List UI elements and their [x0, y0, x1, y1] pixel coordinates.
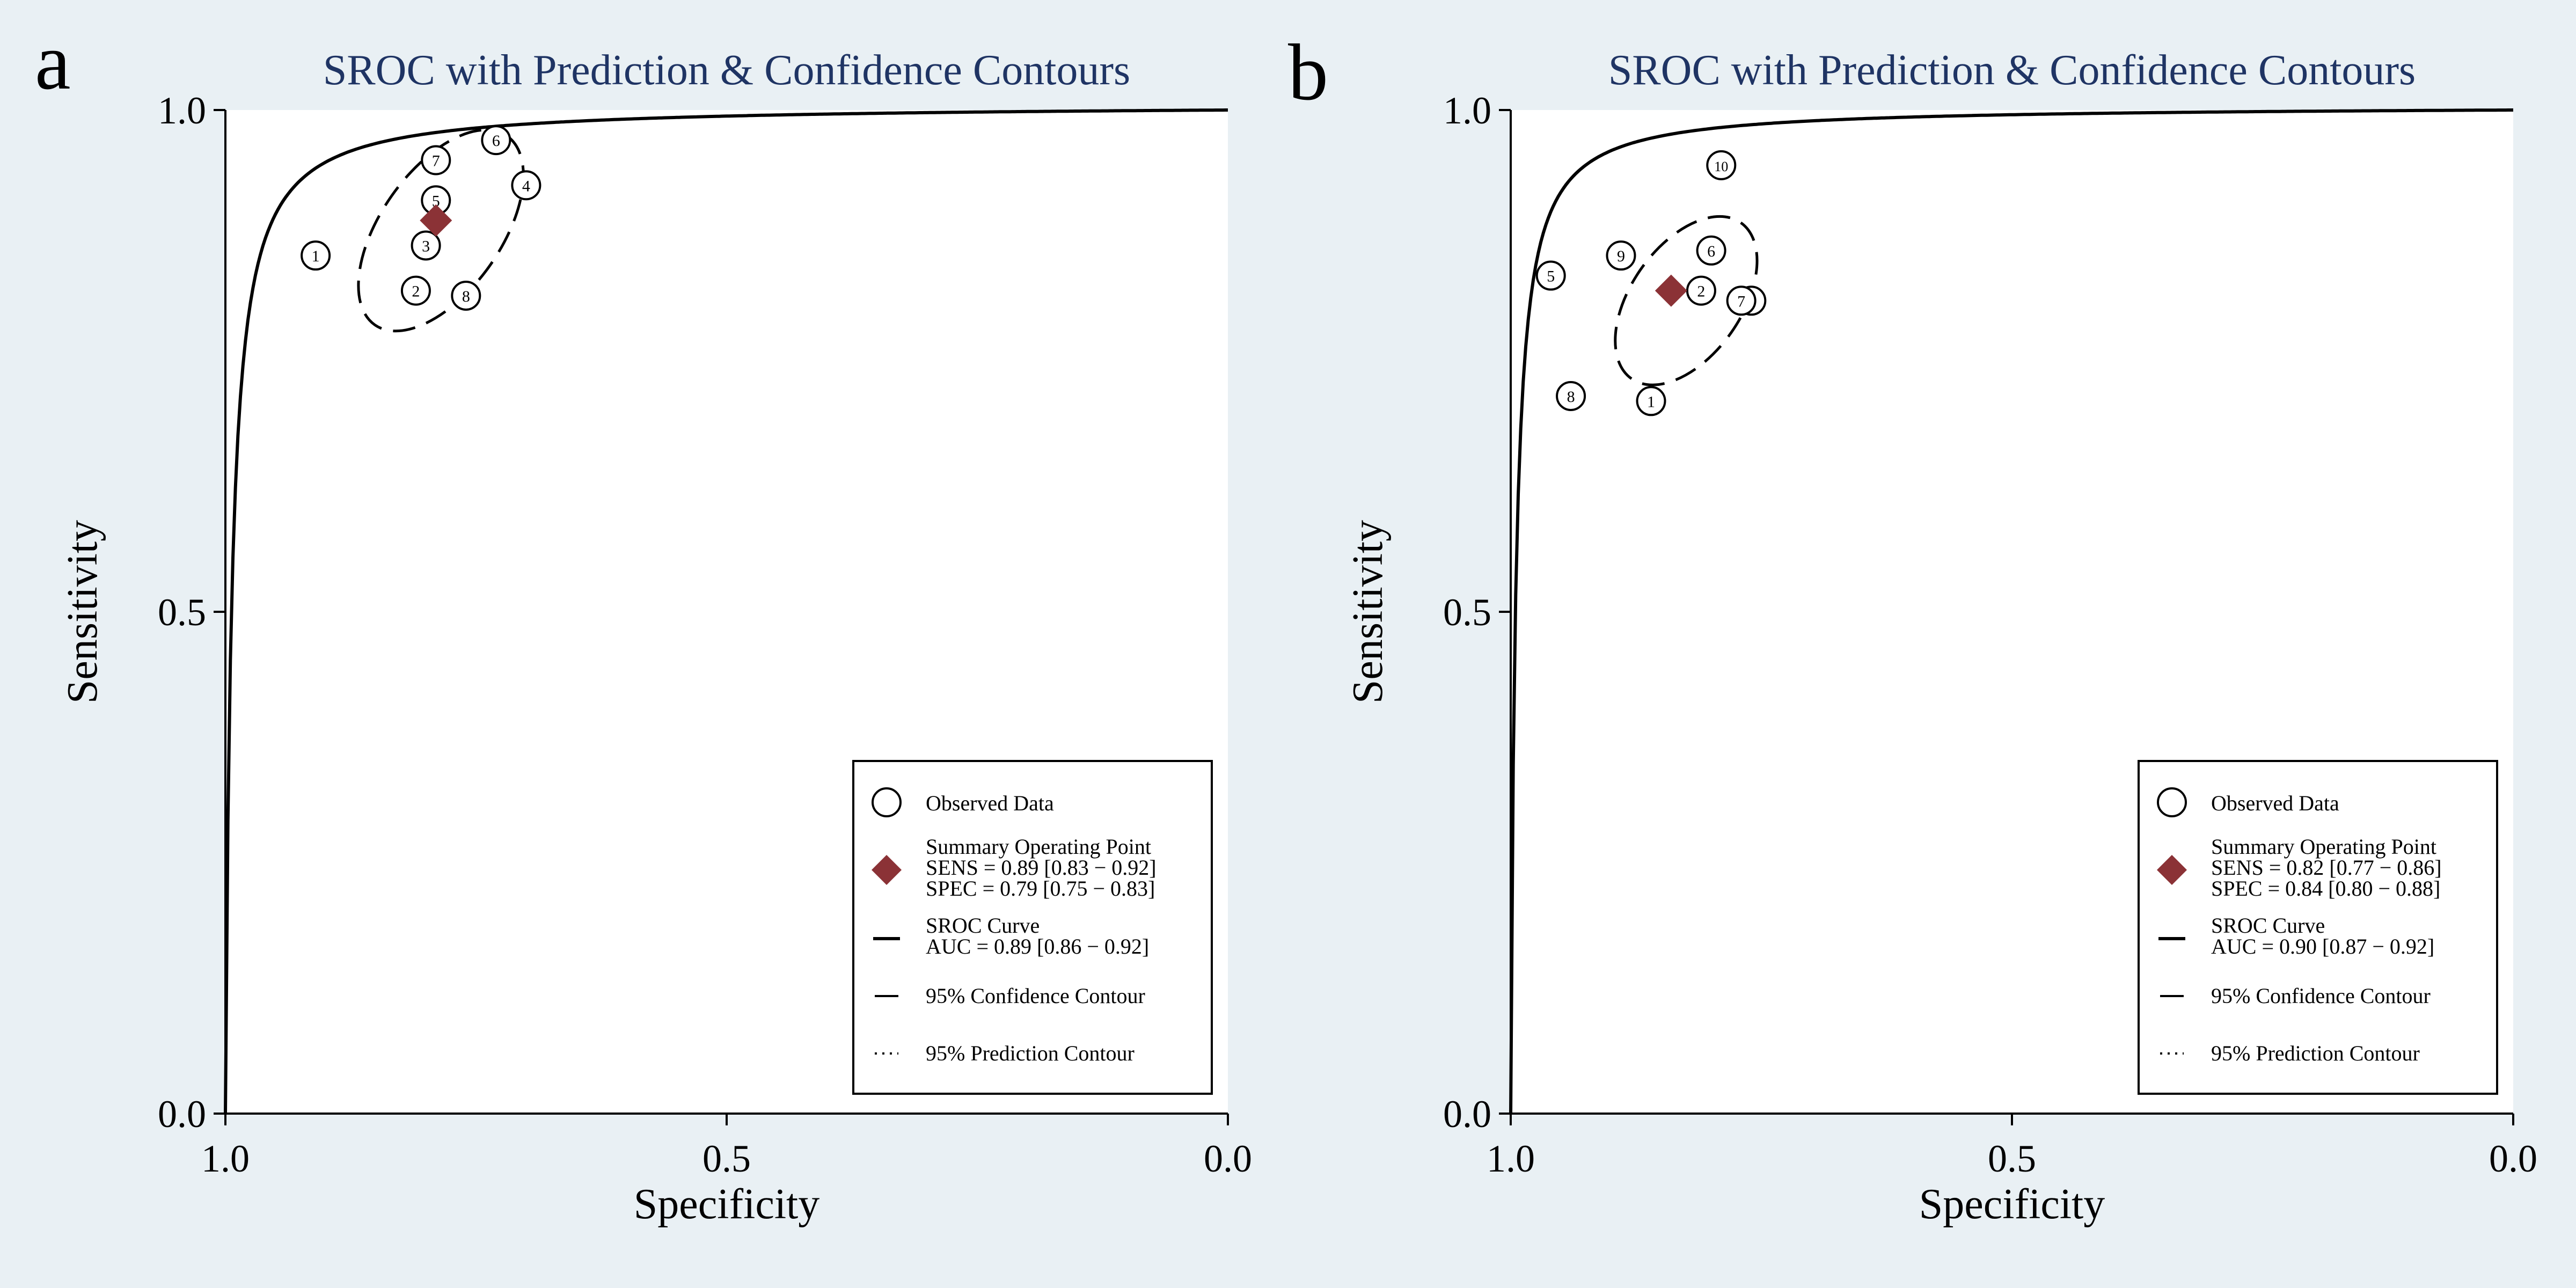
- legend: Observed Data Summary Operating PointSENS…: [2138, 760, 2498, 1095]
- legend-observed-symbol: [872, 787, 902, 817]
- study-point: [421, 145, 451, 175]
- y-tick-label: 0.0: [158, 1093, 206, 1136]
- study-label: 5: [432, 192, 440, 210]
- study-label: 7: [1737, 292, 1745, 310]
- panel-b: b SROC with Prediction & Confidence Conto…: [1288, 28, 2537, 1228]
- study-label: 2: [1697, 283, 1705, 301]
- study-label: 9: [1617, 247, 1625, 265]
- legend-pred-label: 95% Prediction Contour: [926, 1041, 1135, 1065]
- legend-observed-symbol: [2157, 787, 2187, 817]
- y-axis-label: Sensitivity: [1344, 520, 1392, 704]
- study-point: [411, 230, 441, 261]
- sroc-curve: [224, 108, 1228, 1114]
- y-axis-label: Sensitivity: [59, 520, 106, 704]
- legend-sens: SENS = 0.89 [0.83 − 0.92]: [926, 855, 1157, 880]
- y-tick-label: 1.0: [158, 89, 206, 132]
- legend-observed-label: Observed Data: [2211, 791, 2339, 815]
- x-axis-label: Specificity: [1919, 1181, 2105, 1228]
- legend-pred-label: 95% Prediction Contour: [2211, 1041, 2420, 1065]
- x-tick-label: 0.5: [702, 1137, 751, 1180]
- study-label: 5: [1547, 268, 1555, 286]
- study-label: 2: [412, 283, 420, 301]
- study-label: 1: [312, 247, 320, 265]
- study-point: [1535, 260, 1566, 291]
- study-label: 3: [422, 237, 430, 255]
- study-point: [1706, 150, 1737, 180]
- study-label: 1: [1647, 393, 1655, 411]
- legend-box: [2138, 760, 2498, 1095]
- study-point: [1686, 275, 1716, 306]
- legend-summary-symbol: [2157, 855, 2187, 885]
- study-point: [1636, 386, 1666, 416]
- x-tick-label: 0.0: [2489, 1137, 2537, 1180]
- legend-summary-title: Summary Operating Point: [2211, 835, 2436, 859]
- study-point: [451, 280, 481, 311]
- sroc-curve: [1509, 108, 2513, 1114]
- legend-summary-symbol: [872, 855, 902, 885]
- study-label: 4: [522, 177, 530, 195]
- legend-observed-label: Observed Data: [926, 791, 1054, 815]
- study-point: [400, 275, 431, 306]
- study-point: [301, 240, 331, 271]
- legend-auc: AUC = 0.90 [0.87 − 0.92]: [2211, 934, 2434, 958]
- study-point: [481, 125, 511, 156]
- y-tick-label: 1.0: [1443, 89, 1491, 132]
- study-point: [1556, 380, 1586, 411]
- legend-auc: AUC = 0.89 [0.86 − 0.92]: [926, 934, 1149, 958]
- study-point: [511, 170, 541, 201]
- study-label: 6: [1707, 243, 1715, 260]
- study-label: 6: [492, 132, 500, 150]
- legend-conf-label: 95% Confidence Contour: [2211, 984, 2431, 1008]
- x-axis-label: Specificity: [634, 1181, 820, 1228]
- y-tick-label: 0.5: [1443, 591, 1491, 634]
- legend-spec: SPEC = 0.79 [0.75 − 0.83]: [926, 876, 1155, 901]
- legend-box: [852, 760, 1213, 1095]
- panel-letter: a: [35, 17, 71, 106]
- study-label: 10: [1714, 159, 1728, 174]
- legend: Observed Data Summary Operating PointSENS…: [852, 760, 1213, 1095]
- y-tick-label: 0.5: [158, 591, 206, 634]
- confidence-contour: [1614, 215, 1759, 386]
- chart-title: SROC with Prediction & Confidence Contou…: [1608, 47, 2416, 94]
- x-tick-label: 1.0: [1487, 1137, 1535, 1180]
- legend-sroc-title: SROC Curve: [2211, 913, 2325, 938]
- y-tick-label: 0.0: [1443, 1093, 1491, 1136]
- study-point: [1696, 235, 1726, 266]
- panel-letter: b: [1288, 28, 1328, 117]
- summary-point: [420, 204, 452, 237]
- chart-title: SROC with Prediction & Confidence Contou…: [323, 47, 1130, 94]
- legend-sroc-title: SROC Curve: [926, 913, 1040, 938]
- study-label: 8: [1567, 388, 1575, 406]
- legend-sens: SENS = 0.82 [0.77 − 0.86]: [2211, 855, 2442, 880]
- panel-a: a SROC with Prediction & Confidence Conto…: [35, 17, 1252, 1228]
- legend-spec: SPEC = 0.84 [0.80 − 0.88]: [2211, 876, 2440, 901]
- study-label: 7: [432, 152, 440, 170]
- x-tick-label: 1.0: [201, 1137, 250, 1180]
- summary-point: [1655, 274, 1687, 307]
- legend-summary-title: Summary Operating Point: [926, 835, 1151, 859]
- study-point: [1726, 286, 1757, 316]
- x-tick-label: 0.5: [1988, 1137, 2036, 1180]
- legend-conf-label: 95% Confidence Contour: [926, 984, 1145, 1008]
- study-label: 8: [462, 288, 470, 305]
- x-tick-label: 0.0: [1204, 1137, 1252, 1180]
- study-point: [1606, 240, 1636, 271]
